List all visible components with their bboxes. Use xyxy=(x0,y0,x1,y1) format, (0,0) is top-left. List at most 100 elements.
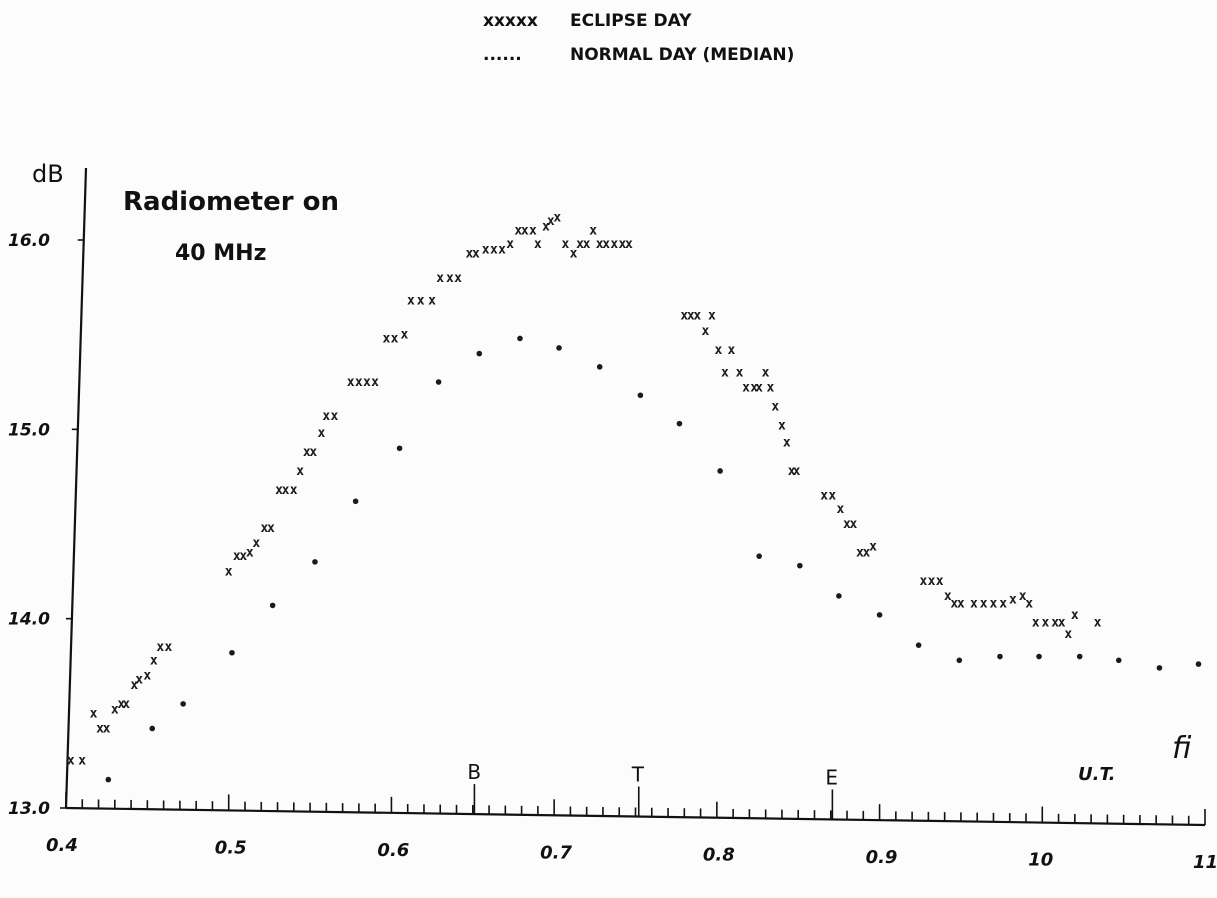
eclipse-day-point: x xyxy=(261,521,269,536)
series-normal-day xyxy=(105,335,1202,783)
eclipse-day-point: x xyxy=(856,545,864,560)
eclipse-day-point: x xyxy=(529,224,537,239)
eclipse-day-point: x xyxy=(618,237,626,252)
eclipse-day-point: x xyxy=(534,237,542,252)
eclipse-day-point: x xyxy=(521,224,529,239)
eclipse-day-point: x xyxy=(130,678,138,693)
normal-day-point xyxy=(836,593,842,599)
eclipse-day-point: x xyxy=(117,697,125,712)
eclipse-day-point: x xyxy=(728,343,736,358)
normal-day-point xyxy=(1076,653,1083,660)
normal-day-point xyxy=(312,559,318,565)
y-tick-label: 15.0 xyxy=(8,420,50,440)
eclipse-day-point: x xyxy=(267,521,275,536)
x-tick-label: 0.8 xyxy=(703,845,735,866)
eclipse-day-point: x xyxy=(472,246,480,261)
normal-day-point xyxy=(717,468,723,474)
x-tick-label: 0.6 xyxy=(377,840,409,861)
eclipse-day-point: x xyxy=(233,549,241,564)
y-tick-label: 13.0 xyxy=(8,799,50,819)
x-ticks: 0.4 0.5 0.6 0.7 0.8 0.9 10 11 xyxy=(46,792,1217,873)
eclipse-day-point: x xyxy=(514,224,522,239)
eclipse-day-point: x xyxy=(562,237,570,252)
eclipse-day-point: x xyxy=(1094,615,1102,630)
event-marker-label: E xyxy=(825,765,838,789)
normal-day-point xyxy=(676,420,683,427)
x-minor-ticks xyxy=(81,799,1190,825)
eclipse-day-point: x xyxy=(589,224,597,239)
eclipse-day-point: x xyxy=(1064,627,1072,642)
normal-day-point xyxy=(1156,665,1163,671)
eclipse-day-point: x xyxy=(980,597,988,612)
eclipse-day-point: x xyxy=(602,237,610,252)
eclipse-day-point: x xyxy=(275,483,283,498)
normal-day-point xyxy=(997,653,1003,660)
eclipse-day-point: x xyxy=(1058,615,1066,630)
normal-day-point xyxy=(396,445,403,452)
eclipse-day-point: x xyxy=(296,464,304,479)
normal-day-point xyxy=(596,364,603,370)
eclipse-day-point: x xyxy=(596,237,604,252)
eclipse-day-point: x xyxy=(701,324,709,339)
eclipse-day-point: x xyxy=(736,366,744,381)
eclipse-day-point: x xyxy=(680,309,688,324)
eclipse-day-point: x xyxy=(135,672,143,687)
eclipse-day-point: x xyxy=(1019,589,1027,604)
eclipse-day-point: x xyxy=(920,574,928,589)
eclipse-day-point: x xyxy=(103,721,111,736)
eclipse-day-point: x xyxy=(1071,608,1079,623)
eclipse-day-point: x xyxy=(317,426,325,441)
legend-eclipse-label: ECLIPSE DAY xyxy=(570,11,692,31)
eclipse-day-point: x xyxy=(767,381,775,396)
eclipse-day-point: x xyxy=(303,445,311,460)
eclipse-day-point: x xyxy=(721,366,729,381)
legend-normal-symbol: ...... xyxy=(483,45,522,65)
y-axis-label: dB xyxy=(32,160,64,188)
normal-day-point xyxy=(556,345,562,351)
x-tick-label: 11 xyxy=(1193,852,1217,873)
eclipse-day-point: x xyxy=(122,697,130,712)
normal-day-point xyxy=(1115,657,1122,664)
eclipse-day-point: x xyxy=(490,242,498,257)
eclipse-day-point: x xyxy=(454,271,462,286)
eclipse-day-point: x xyxy=(553,210,561,225)
eclipse-day-point: x xyxy=(989,597,997,612)
x-tick-label: 0.9 xyxy=(866,847,898,868)
eclipse-day-point: x xyxy=(363,375,371,390)
eclipse-day-point: x xyxy=(436,271,444,286)
eclipse-day-point: x xyxy=(950,597,958,612)
eclipse-day-point: x xyxy=(1042,615,1050,630)
eclipse-day-point: x xyxy=(165,640,173,655)
eclipse-day-point: x xyxy=(693,309,701,324)
eclipse-day-point: x xyxy=(999,597,1007,612)
x-tick-label: 0.5 xyxy=(215,837,247,858)
eclipse-day-point: x xyxy=(755,381,763,396)
eclipse-day-point: x xyxy=(383,331,391,346)
eclipse-day-point: x xyxy=(762,366,770,381)
eclipse-day-point: x xyxy=(576,237,584,252)
eclipse-day-point: x xyxy=(466,246,474,261)
normal-day-point xyxy=(476,350,483,357)
eclipse-day-point: x xyxy=(482,242,490,257)
y-axis xyxy=(64,167,88,809)
eclipse-day-point: x xyxy=(498,242,506,257)
eclipse-day-point: x xyxy=(400,328,408,343)
eclipse-day-point: x xyxy=(225,564,233,579)
eclipse-day-point: x xyxy=(869,540,877,555)
eclipse-day-point: x xyxy=(417,294,425,309)
eclipse-day-point: x xyxy=(583,237,591,252)
normal-day-point xyxy=(352,498,359,505)
eclipse-day-point: x xyxy=(1009,593,1017,608)
eclipse-day-point: x xyxy=(347,375,355,390)
eclipse-day-point: x xyxy=(714,343,722,358)
y-ticks: 13.0 14.0 15.0 16.0 xyxy=(8,231,84,819)
normal-day-point xyxy=(1195,661,1202,667)
normal-day-point xyxy=(915,642,922,648)
eclipse-day-point: x xyxy=(67,754,75,769)
eclipse-day-point: x xyxy=(944,589,952,604)
y-tick-label: 14.0 xyxy=(8,610,50,630)
eclipse-day-point: x xyxy=(625,237,633,252)
eclipse-day-point: x xyxy=(506,237,514,252)
